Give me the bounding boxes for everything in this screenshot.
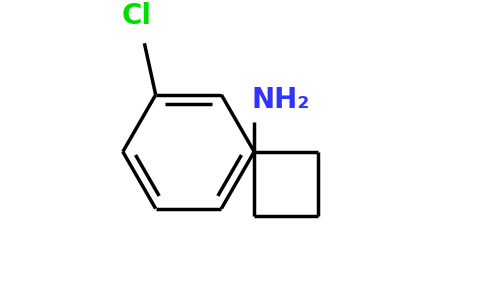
Text: NH₂: NH₂ (251, 86, 310, 114)
Text: Cl: Cl (122, 2, 152, 30)
